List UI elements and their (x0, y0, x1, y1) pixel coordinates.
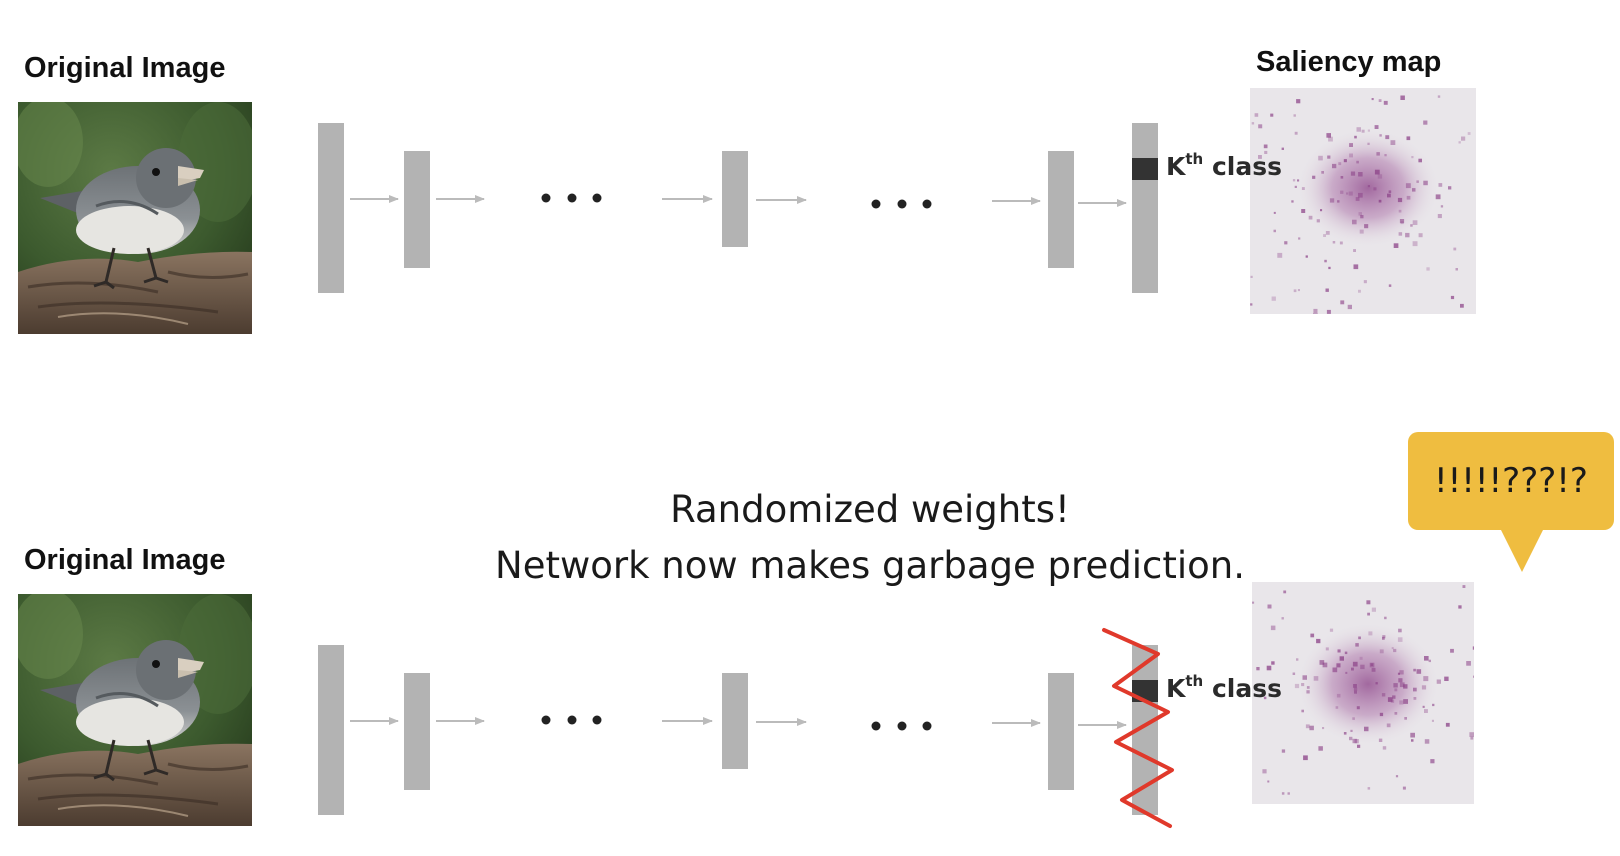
layer-bar (404, 151, 430, 268)
bottom-bird-photo (18, 594, 252, 826)
speech-bubble: !!!!!???!? (1408, 432, 1614, 530)
ellipsis-dots (541, 715, 602, 725)
layer-bar (404, 673, 430, 790)
top-saliency-map (1250, 88, 1476, 314)
randomized-weights-caption: Randomized weights! Network now makes ga… (470, 482, 1270, 594)
saliency-map-label: Saliency map (1256, 46, 1442, 78)
ellipsis-dots (871, 721, 932, 731)
kth-class-cell (1132, 158, 1158, 180)
caption-line-1: Randomized weights! (670, 488, 1070, 531)
kth-superscript: th (1185, 672, 1204, 690)
bottom-original-image-label: Original Image (24, 544, 226, 576)
saliency-heatmap (1252, 582, 1474, 804)
bottom-saliency-map (1252, 582, 1474, 804)
output-layer-bar (1132, 123, 1158, 293)
kth-letter: K (1166, 674, 1186, 703)
layer-bar (722, 151, 748, 247)
bird-image (18, 594, 252, 826)
red-zigzag-cross-out-icon (1102, 628, 1174, 828)
top-kth-class-label: Kth class (1166, 150, 1282, 182)
ellipsis-dots (871, 199, 932, 209)
speech-bubble-tail (1500, 528, 1544, 572)
ellipsis-dots (541, 193, 602, 203)
top-original-image-label: Original Image (24, 52, 226, 84)
layer-bar (722, 673, 748, 769)
layer-bar (1048, 673, 1074, 790)
layer-bar (1048, 151, 1074, 268)
kth-class-word: class (1203, 152, 1282, 181)
layer-bar (318, 645, 344, 815)
bird-image (18, 102, 252, 334)
top-bird-photo (18, 102, 252, 334)
caption-line-2: Network now makes garbage prediction. (495, 544, 1245, 587)
kth-superscript: th (1185, 150, 1204, 168)
saliency-heatmap (1250, 88, 1476, 314)
kth-class-word: class (1203, 674, 1282, 703)
bottom-kth-class-label: Kth class (1166, 672, 1282, 704)
top-network (318, 123, 1158, 293)
speech-bubble-text: !!!!!???!? (1434, 461, 1588, 501)
layer-bar (318, 123, 344, 293)
bottom-network (318, 628, 1174, 828)
kth-letter: K (1166, 152, 1186, 181)
